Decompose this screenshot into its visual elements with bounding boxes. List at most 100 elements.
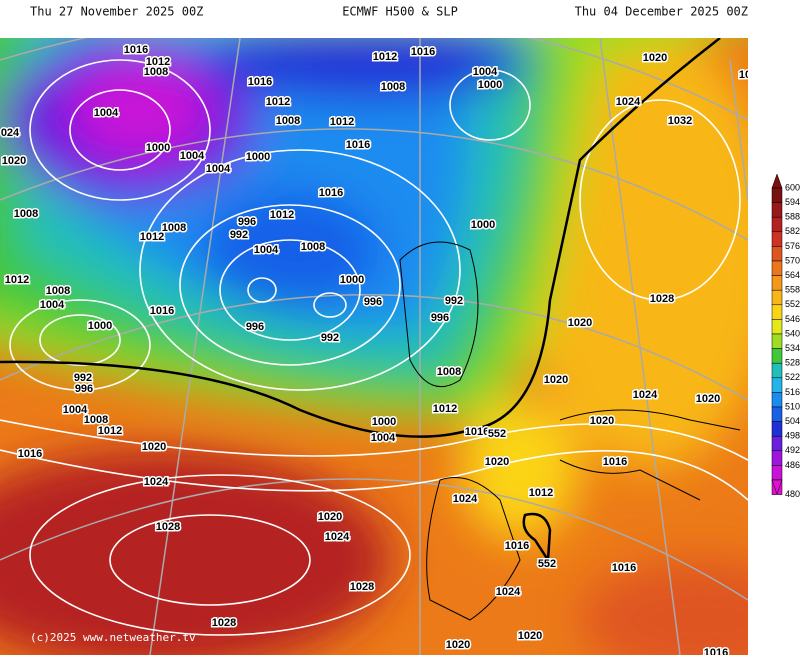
isobar-label: 1016 [704, 647, 728, 659]
isobar-label: 1016 [124, 44, 148, 56]
isobar-label: 1020 [518, 630, 542, 642]
isobar-label: 1016 [346, 139, 370, 151]
isobar-label: 996 [364, 296, 382, 308]
credit: (c)2025 www.netweather.tv [30, 631, 196, 644]
isobar-label: 1016 [603, 456, 627, 468]
scale-swatch [771, 260, 783, 276]
scale-label: 528 [785, 358, 800, 368]
scale-label: 486 [785, 460, 800, 470]
isobar-label: 1012 [529, 487, 553, 499]
scale-swatch [771, 216, 783, 233]
isobar-label: 1016 [411, 46, 435, 58]
isobar-label: 1008 [276, 115, 300, 127]
isobar-label: 1000 [340, 274, 364, 286]
scale-label: 588 [785, 212, 800, 222]
isobar-label: 1008 [46, 285, 70, 297]
isobar-label: 1016 [505, 540, 529, 552]
isobar-label: 992 [74, 372, 92, 384]
scale-swatch [771, 246, 783, 262]
scale-label: 498 [785, 431, 800, 441]
isobar-label: 1020 [2, 155, 26, 167]
scale-swatch [771, 319, 783, 335]
isobar-label: 1000 [471, 219, 495, 231]
isobar-label: 552 [488, 428, 506, 440]
scale-swatch [771, 406, 783, 422]
isobar-label: 1016 [612, 562, 636, 574]
scale-label: 504 [785, 416, 800, 426]
isobar-label: 1024 [453, 493, 478, 505]
isobar-label: 996 [75, 383, 93, 395]
isobar-label: 1028 [350, 581, 374, 593]
isobar-label: 1012 [373, 51, 397, 63]
isobar-label: 1028 [212, 617, 236, 629]
isobar-label: 10 [739, 69, 751, 81]
scale-swatch [771, 362, 783, 379]
scale-swatch [771, 450, 783, 466]
isobar-label: 1020 [643, 52, 667, 64]
scale-label: 582 [785, 226, 800, 236]
isobar-label: 1012 [98, 425, 122, 437]
isobar-label: 1008 [162, 222, 186, 234]
isobar-label: 1020 [318, 511, 342, 523]
isobar-label: 1012 [146, 56, 170, 68]
scale-swatch [771, 465, 783, 481]
scale-swatch [771, 202, 783, 218]
isobar-label: 996 [431, 312, 449, 324]
scale-swatch [771, 187, 783, 203]
isobar-label: 1004 [40, 299, 65, 311]
isobar-label: 1004 [94, 107, 119, 119]
isobar-label: 1012 [140, 231, 164, 243]
isobar-label: 1024 [496, 586, 521, 598]
scale-label: 576 [785, 241, 800, 251]
isobar-label: 1008 [14, 208, 38, 220]
scale-label: 492 [785, 445, 800, 455]
isobar-label: 1004 [63, 404, 88, 416]
isobar-label: 1012 [270, 209, 294, 221]
isobar-label: 1020 [446, 639, 470, 651]
scale-swatch [771, 435, 783, 452]
scale-label: 600 [785, 182, 800, 192]
header-right: Thu 04 December 2025 00Z [575, 5, 748, 19]
scale-swatch [771, 377, 783, 393]
scale-swatch [771, 421, 783, 437]
isobar-label: 1020 [696, 393, 720, 405]
scale-label: 480 [785, 489, 800, 499]
scale-label: 516 [785, 387, 800, 397]
isobar-label: 1016 [18, 448, 42, 460]
isobar-label: 1016 [319, 187, 343, 199]
isobars [0, 59, 748, 636]
isobar-label: 992 [445, 295, 463, 307]
isobar-label: 1000 [146, 142, 170, 154]
isobar-label: 1008 [437, 366, 461, 378]
isobar-label: 1008 [84, 414, 108, 426]
isobar-label: 1004 [473, 66, 498, 78]
isobar-label: 1024 [633, 389, 658, 401]
coastlines [399, 241, 741, 621]
isobar-label: 1020 [485, 456, 509, 468]
isobar-label: 1016 [150, 305, 174, 317]
scale-swatch [771, 289, 783, 306]
isobar-label: 1028 [156, 521, 180, 533]
scale-label: 570 [785, 255, 800, 265]
scale-label: 534 [785, 343, 800, 353]
isobar-label: 1004 [180, 150, 205, 162]
isobar-label: 1024 [325, 531, 350, 543]
color-scale: 600 594 588 582 576 570 564 558 552 546 540 534 528 5… [771, 173, 800, 499]
scale-label: 594 [785, 197, 800, 207]
isobar-label: 1032 [668, 115, 692, 127]
scale-label: 540 [785, 328, 800, 338]
contour-552-small [522, 512, 552, 564]
isobar-label: 1024 [616, 96, 641, 108]
scale-label: 564 [785, 270, 800, 280]
isobar-label: 024 [1, 127, 20, 139]
isobar-label: 1020 [568, 317, 592, 329]
isobar-label: 992 [321, 332, 339, 344]
scale-label: 522 [785, 372, 800, 382]
isobar-label: 1004 [254, 244, 279, 256]
header-left: Thu 27 November 2025 00Z [30, 5, 203, 19]
scale-swatch [771, 275, 783, 291]
scale-label: 546 [785, 314, 800, 324]
isobar-label: 1024 [144, 476, 169, 488]
